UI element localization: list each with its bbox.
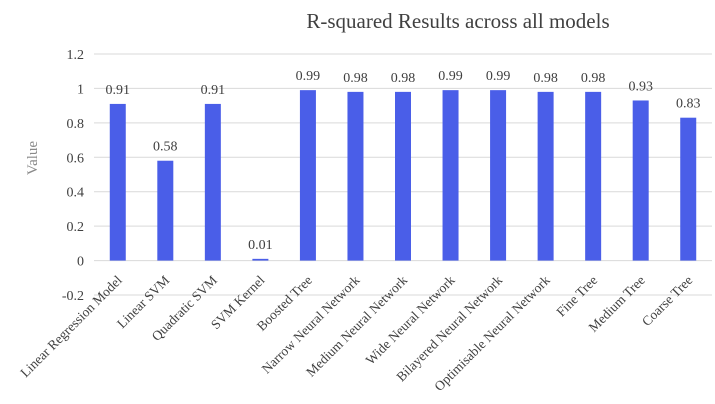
data-label: 0.58 <box>153 140 178 155</box>
x-tick-label: Fine Tree <box>553 273 600 320</box>
bar <box>395 91 411 261</box>
chart-title: R-squared Results across all models <box>306 9 609 33</box>
bars <box>109 90 697 261</box>
x-tick-label: Wide Neural Network <box>363 272 458 367</box>
y-tick-label: 1.2 <box>67 48 85 63</box>
data-label: 0.99 <box>438 69 463 84</box>
data-label: 0.01 <box>248 238 273 253</box>
y-tick-label: 0.2 <box>67 220 85 235</box>
data-label: 0.91 <box>106 83 131 98</box>
data-label: 0.98 <box>581 71 606 86</box>
bar <box>252 258 269 261</box>
y-axis-title: Value <box>25 141 41 175</box>
y-tick-label: -0.2 <box>62 289 84 304</box>
y-tick-label: 0.4 <box>67 186 85 201</box>
bar <box>299 90 316 261</box>
data-label: 0.93 <box>628 79 653 94</box>
bar <box>157 160 174 261</box>
bar <box>585 91 602 261</box>
bar <box>204 103 221 261</box>
bar <box>109 103 126 261</box>
y-axis-ticks: -0.2 0 0.2 0.4 0.6 0.8 1 1.2 <box>62 48 84 304</box>
data-labels: 0.91 0.58 0.91 0.01 0.99 0.98 0.98 0.99 0.99 0.98… <box>106 69 701 253</box>
bar <box>347 91 364 261</box>
data-label: 0.99 <box>486 69 511 84</box>
data-label: 0.98 <box>533 71 558 86</box>
bar <box>632 100 649 261</box>
data-label: 0.83 <box>676 97 701 112</box>
y-tick-label: 1 <box>77 82 84 97</box>
y-tick-label: 0.6 <box>67 151 85 166</box>
bar <box>680 117 697 261</box>
data-label: 0.98 <box>343 71 368 86</box>
bar <box>490 90 507 261</box>
data-label: 0.99 <box>296 69 321 84</box>
x-tick-label: Coarse Tree <box>639 273 695 329</box>
bar <box>442 90 459 261</box>
data-label: 0.91 <box>201 83 226 98</box>
data-label: 0.98 <box>391 71 416 86</box>
bar <box>537 91 554 261</box>
y-tick-label: 0 <box>77 255 84 270</box>
y-tick-label: 0.8 <box>67 117 85 132</box>
